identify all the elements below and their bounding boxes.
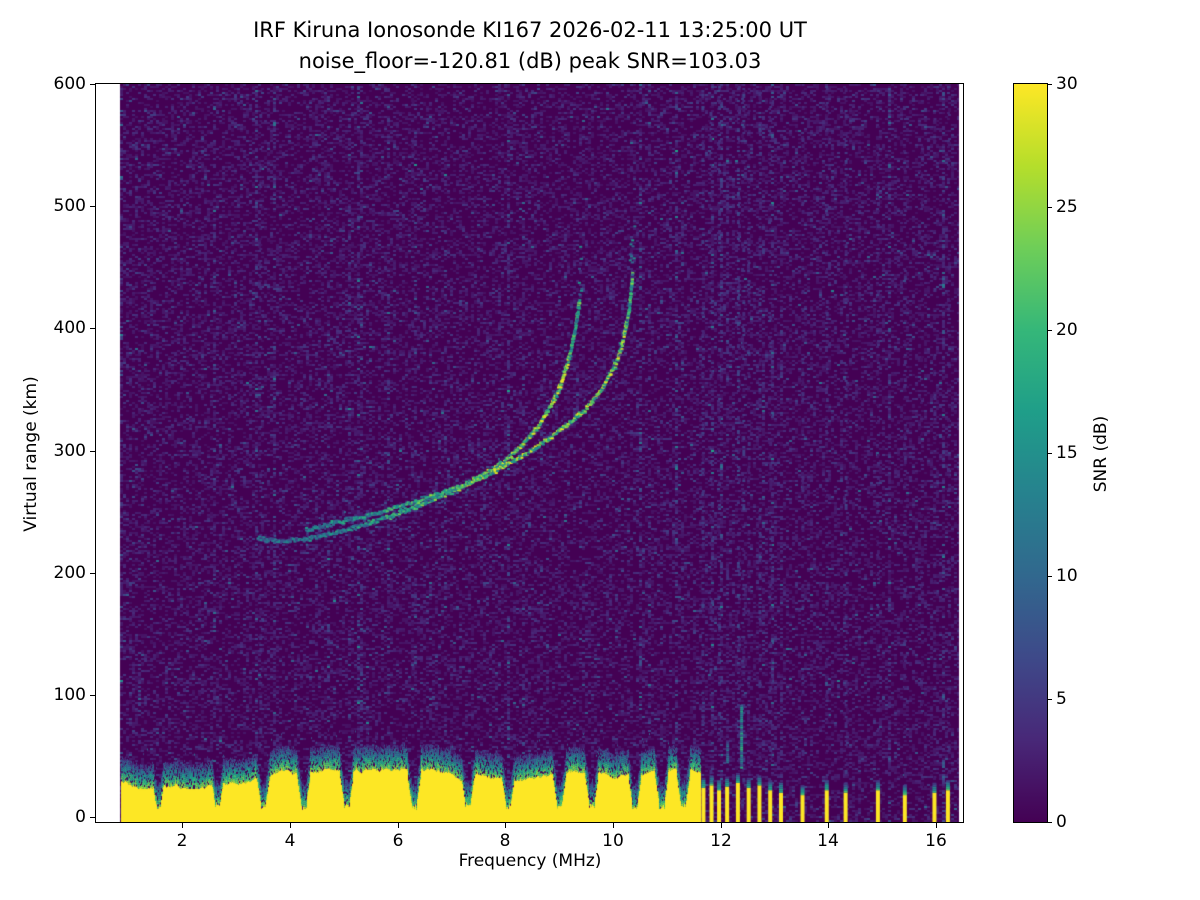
colorbar-tick-label: 10 xyxy=(1056,566,1078,586)
y-tick-label: 100 xyxy=(53,685,86,705)
colorbar-tick-label: 25 xyxy=(1056,197,1078,217)
colorbar-label: SNR (dB) xyxy=(1091,415,1111,493)
x-tick-mark xyxy=(828,823,829,828)
y-tick-label: 500 xyxy=(53,196,86,216)
y-tick-mark xyxy=(90,451,95,452)
x-tick-label: 14 xyxy=(817,831,839,851)
colorbar-tick-mark xyxy=(1047,207,1052,208)
x-tick-mark xyxy=(936,823,937,828)
colorbar-tick-mark xyxy=(1047,453,1052,454)
x-tick-label: 8 xyxy=(499,831,511,851)
colorbar-tick-mark xyxy=(1047,576,1052,577)
colorbar-tick-mark xyxy=(1047,84,1052,85)
colorbar-tick-mark xyxy=(1047,330,1052,331)
figure-title-line1: IRF Kiruna Ionosonde KI167 2026-02-11 13… xyxy=(253,18,807,42)
colorbar-tick-label: 5 xyxy=(1056,689,1067,709)
x-tick-mark xyxy=(721,823,722,828)
colorbar-tick-mark xyxy=(1047,699,1052,700)
x-tick-label: 10 xyxy=(602,831,624,851)
y-tick-label: 400 xyxy=(53,318,86,338)
x-axis-label: Frequency (MHz) xyxy=(458,851,602,871)
colorbar-tick-label: 20 xyxy=(1056,320,1078,340)
y-tick-label: 0 xyxy=(75,807,86,827)
x-tick-label: 6 xyxy=(392,831,404,851)
colorbar xyxy=(1013,83,1048,823)
colorbar-tick-mark xyxy=(1047,822,1052,823)
y-tick-label: 300 xyxy=(53,441,86,461)
figure-title-line2: noise_floor=-120.81 (dB) peak SNR=103.03 xyxy=(298,49,762,73)
colorbar-tick-label: 15 xyxy=(1056,443,1078,463)
colorbar-tick-label: 30 xyxy=(1056,74,1078,94)
y-tick-mark xyxy=(90,817,95,818)
x-tick-label: 2 xyxy=(176,831,188,851)
x-tick-mark xyxy=(398,823,399,828)
y-tick-mark xyxy=(90,573,95,574)
y-tick-label: 200 xyxy=(53,563,86,583)
y-tick-label: 600 xyxy=(53,74,86,94)
x-tick-label: 16 xyxy=(925,831,947,851)
x-tick-mark xyxy=(613,823,614,828)
x-tick-label: 4 xyxy=(284,831,296,851)
y-tick-mark xyxy=(90,206,95,207)
plot-area xyxy=(95,83,964,823)
x-tick-mark xyxy=(505,823,506,828)
y-tick-mark xyxy=(90,695,95,696)
y-tick-mark xyxy=(90,328,95,329)
x-tick-mark xyxy=(290,823,291,828)
x-tick-label: 12 xyxy=(710,831,732,851)
x-tick-mark xyxy=(182,823,183,828)
heatmap-canvas xyxy=(96,84,963,822)
y-tick-mark xyxy=(90,84,95,85)
colorbar-tick-label: 0 xyxy=(1056,812,1067,832)
colorbar-gradient xyxy=(1014,84,1047,822)
